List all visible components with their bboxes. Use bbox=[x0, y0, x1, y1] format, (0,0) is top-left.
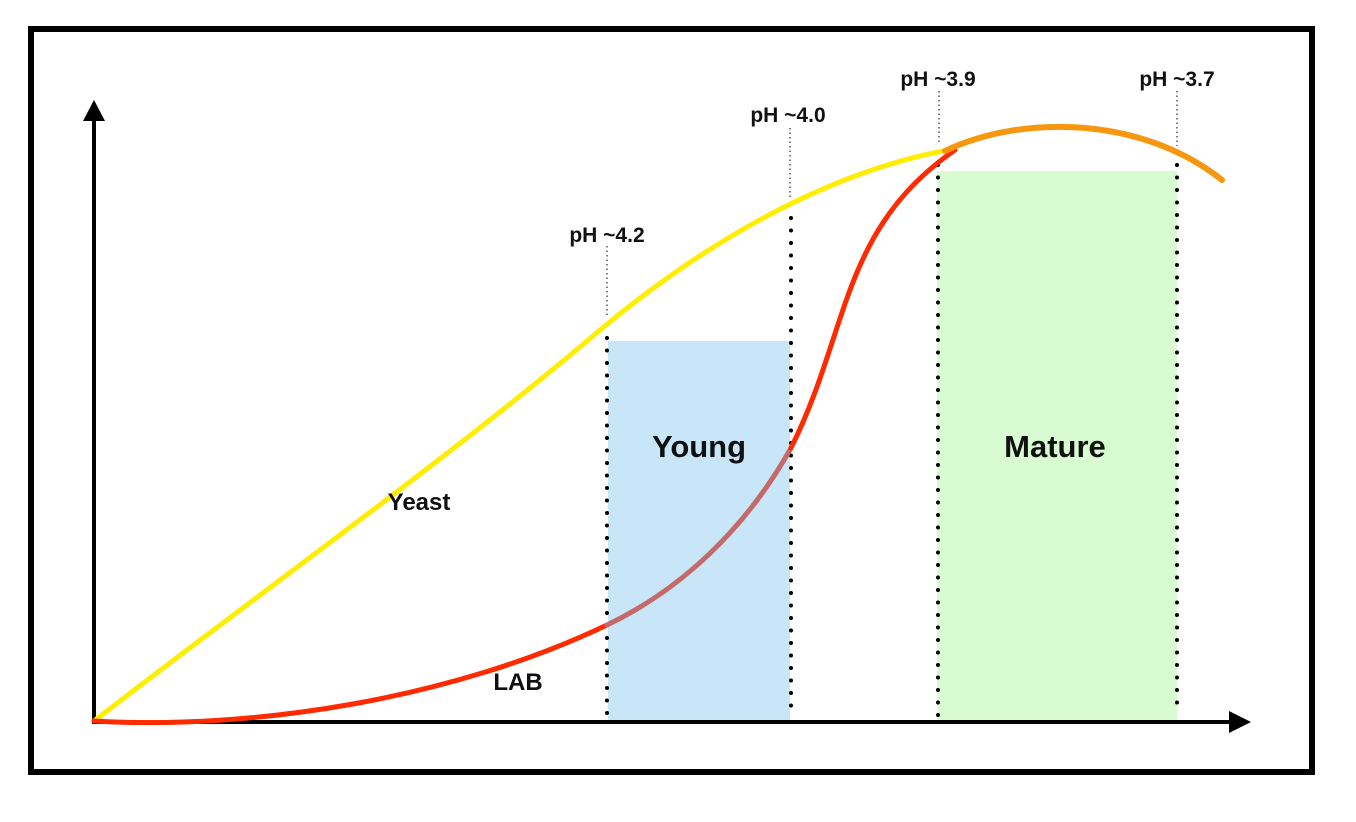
ph-marker-label: pH ~3.9 bbox=[900, 68, 975, 91]
x-axis-arrowhead bbox=[1229, 711, 1251, 733]
young-zone bbox=[608, 341, 790, 723]
yeast-curve bbox=[91, 147, 951, 724]
ph-marker-label: pH ~3.7 bbox=[1139, 68, 1214, 91]
lab-curve-in-young-zone bbox=[604, 445, 794, 628]
mature-zone bbox=[937, 171, 1177, 723]
lab-curve-early bbox=[91, 622, 610, 726]
young-zone-label: Young bbox=[652, 429, 746, 464]
late-stage-curve bbox=[942, 123, 1225, 183]
ph-marker-label: pH ~4.0 bbox=[750, 104, 825, 127]
ph-marker-label: pH ~4.2 bbox=[569, 224, 644, 247]
y-axis-arrowhead bbox=[83, 100, 105, 121]
yeast-label: Yeast bbox=[388, 489, 451, 516]
lab-label: LAB bbox=[493, 669, 542, 696]
mature-zone-label: Mature bbox=[1004, 429, 1106, 464]
lab-curve-late bbox=[788, 147, 958, 451]
